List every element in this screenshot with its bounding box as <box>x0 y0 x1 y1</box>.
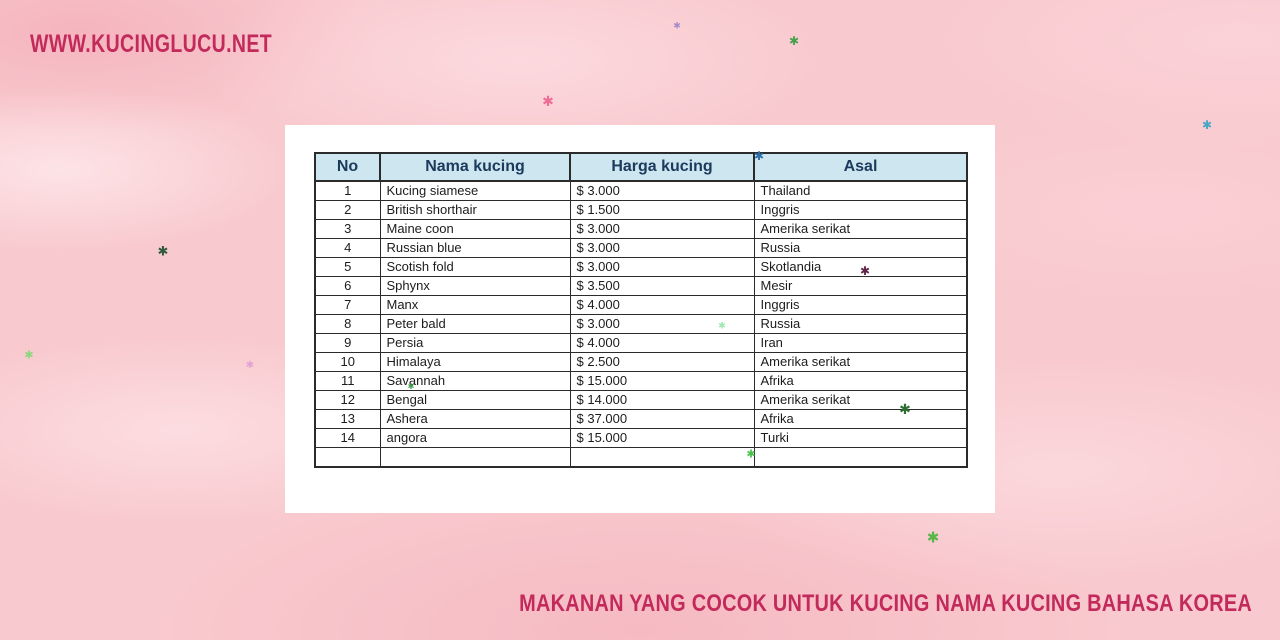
table-cell: British shorthair <box>379 200 571 220</box>
table-cell: Ashera <box>379 409 571 429</box>
table-row: 10 Himalaya $ 2.500 Amerika serikat <box>314 352 968 372</box>
table-cell: $ 4.000 <box>569 295 755 315</box>
table-cell: 11 <box>314 371 381 391</box>
col-header-asal: Asal <box>753 152 968 182</box>
table-cell: Bengal <box>379 390 571 410</box>
table-cell: 2 <box>314 200 381 220</box>
table-cell: Savannah <box>379 371 571 391</box>
table-cell: 7 <box>314 295 381 315</box>
table-cell: Himalaya <box>379 352 571 372</box>
col-header-harga: Harga kucing <box>569 152 755 182</box>
asterisk-icon: ✱ <box>542 94 554 110</box>
table-cell: 14 <box>314 428 381 448</box>
table-cell: $ 3.000 <box>569 219 755 239</box>
table-cell: Scotish fold <box>379 257 571 277</box>
table-cell: $ 4.000 <box>569 333 755 353</box>
table-cell <box>379 447 571 468</box>
table-cell: 1 <box>314 180 381 201</box>
cat-price-table: No Nama kucing Harga kucing Asal 1 Kucing… <box>314 152 968 468</box>
table-row: 9 Persia $ 4.000 Iran <box>314 333 968 353</box>
site-url: WWW.KUCINGLUCU.NET <box>30 30 273 58</box>
table-row: 2 British shorthair $ 1.500 Inggris <box>314 200 968 220</box>
table-cell <box>569 447 755 468</box>
table-cell: Russia <box>753 314 968 334</box>
table-cell: $ 37.000 <box>569 409 755 429</box>
table-cell: Amerika serikat <box>753 219 968 239</box>
col-header-no: No <box>314 152 381 182</box>
table-row: 4 Russian blue $ 3.000 Russia <box>314 238 968 258</box>
asterisk-icon: ✱ <box>1201 118 1213 132</box>
table-row: 1 Kucing siamese $ 3.000 Thailand <box>314 180 968 201</box>
table-cell: $ 3.000 <box>569 257 755 277</box>
table-cell: $ 3.500 <box>569 276 755 296</box>
table-cell: 10 <box>314 352 381 372</box>
table-body: 1 Kucing siamese $ 3.000 Thailand 2 British s… <box>314 180 968 468</box>
table-cell: Maine coon <box>379 219 571 239</box>
table-row: 3 Maine coon $ 3.000 Amerika serikat <box>314 219 968 239</box>
table-cell: Russia <box>753 238 968 258</box>
table-cell: Afrika <box>753 371 968 391</box>
table-cell: $ 3.000 <box>569 180 755 201</box>
asterisk-icon: ✱ <box>926 528 940 547</box>
table-cell: Iran <box>753 333 968 353</box>
table-cell: Inggris <box>753 295 968 315</box>
table-cell: 8 <box>314 314 381 334</box>
table-cell: Amerika serikat <box>753 390 968 410</box>
col-header-nama: Nama kucing <box>379 152 571 182</box>
footer-caption: MAKANAN YANG COCOK UNTUK KUCING NAMA KUC… <box>519 590 1252 617</box>
table-cell <box>314 447 381 468</box>
asterisk-icon: ✱ <box>245 360 255 371</box>
table-cell: 5 <box>314 257 381 277</box>
asterisk-icon: ✱ <box>788 34 800 48</box>
table-row: 6 Sphynx $ 3.500 Mesir <box>314 276 968 296</box>
table-row: 7 Manx $ 4.000 Inggris <box>314 295 968 315</box>
table-row: 8 Peter bald $ 3.000 Russia <box>314 314 968 334</box>
table-cell: Afrika <box>753 409 968 429</box>
table-cell: $ 1.500 <box>569 200 755 220</box>
table-row: 11 Savannah $ 15.000 Afrika <box>314 371 968 391</box>
table-cell: Kucing siamese <box>379 180 571 201</box>
table-cell: Persia <box>379 333 571 353</box>
table-row <box>314 447 968 468</box>
table-cell: 6 <box>314 276 381 296</box>
table-cell: 4 <box>314 238 381 258</box>
table-header: No Nama kucing Harga kucing Asal <box>314 152 968 182</box>
asterisk-icon: ✱ <box>24 348 34 362</box>
table-cell: $ 15.000 <box>569 428 755 448</box>
table-cell: 9 <box>314 333 381 353</box>
table-cell: Peter bald <box>379 314 571 334</box>
table-cell: Mesir <box>753 276 968 296</box>
table-row: 13 Ashera $ 37.000 Afrika <box>314 409 968 429</box>
table-cell: Russian blue <box>379 238 571 258</box>
table-row: 14 angora $ 15.000 Turki <box>314 428 968 448</box>
table-cell <box>753 447 968 468</box>
asterisk-icon: ✱ <box>673 21 681 32</box>
table-cell: 12 <box>314 390 381 410</box>
table-cell: $ 3.000 <box>569 238 755 258</box>
table-cell: $ 15.000 <box>569 371 755 391</box>
table-row: 12 Bengal $ 14.000 Amerika serikat <box>314 390 968 410</box>
table-cell: Inggris <box>753 200 968 220</box>
table-cell: Sphynx <box>379 276 571 296</box>
table-cell: 13 <box>314 409 381 429</box>
table-cell: Manx <box>379 295 571 315</box>
table-cell: $ 14.000 <box>569 390 755 410</box>
table-cell: 3 <box>314 219 381 239</box>
table-cell: $ 3.000 <box>569 314 755 334</box>
table-cell: $ 2.500 <box>569 352 755 372</box>
asterisk-icon: ✱ <box>157 244 169 260</box>
header-row: No Nama kucing Harga kucing Asal <box>314 152 968 182</box>
table-cell: Amerika serikat <box>753 352 968 372</box>
table-card: No Nama kucing Harga kucing Asal 1 Kucing… <box>285 125 995 513</box>
table-row: 5 Scotish fold $ 3.000 Skotlandia <box>314 257 968 277</box>
table-cell: Turki <box>753 428 968 448</box>
table-cell: Skotlandia <box>753 257 968 277</box>
table-cell: angora <box>379 428 571 448</box>
table-cell: Thailand <box>753 180 968 201</box>
